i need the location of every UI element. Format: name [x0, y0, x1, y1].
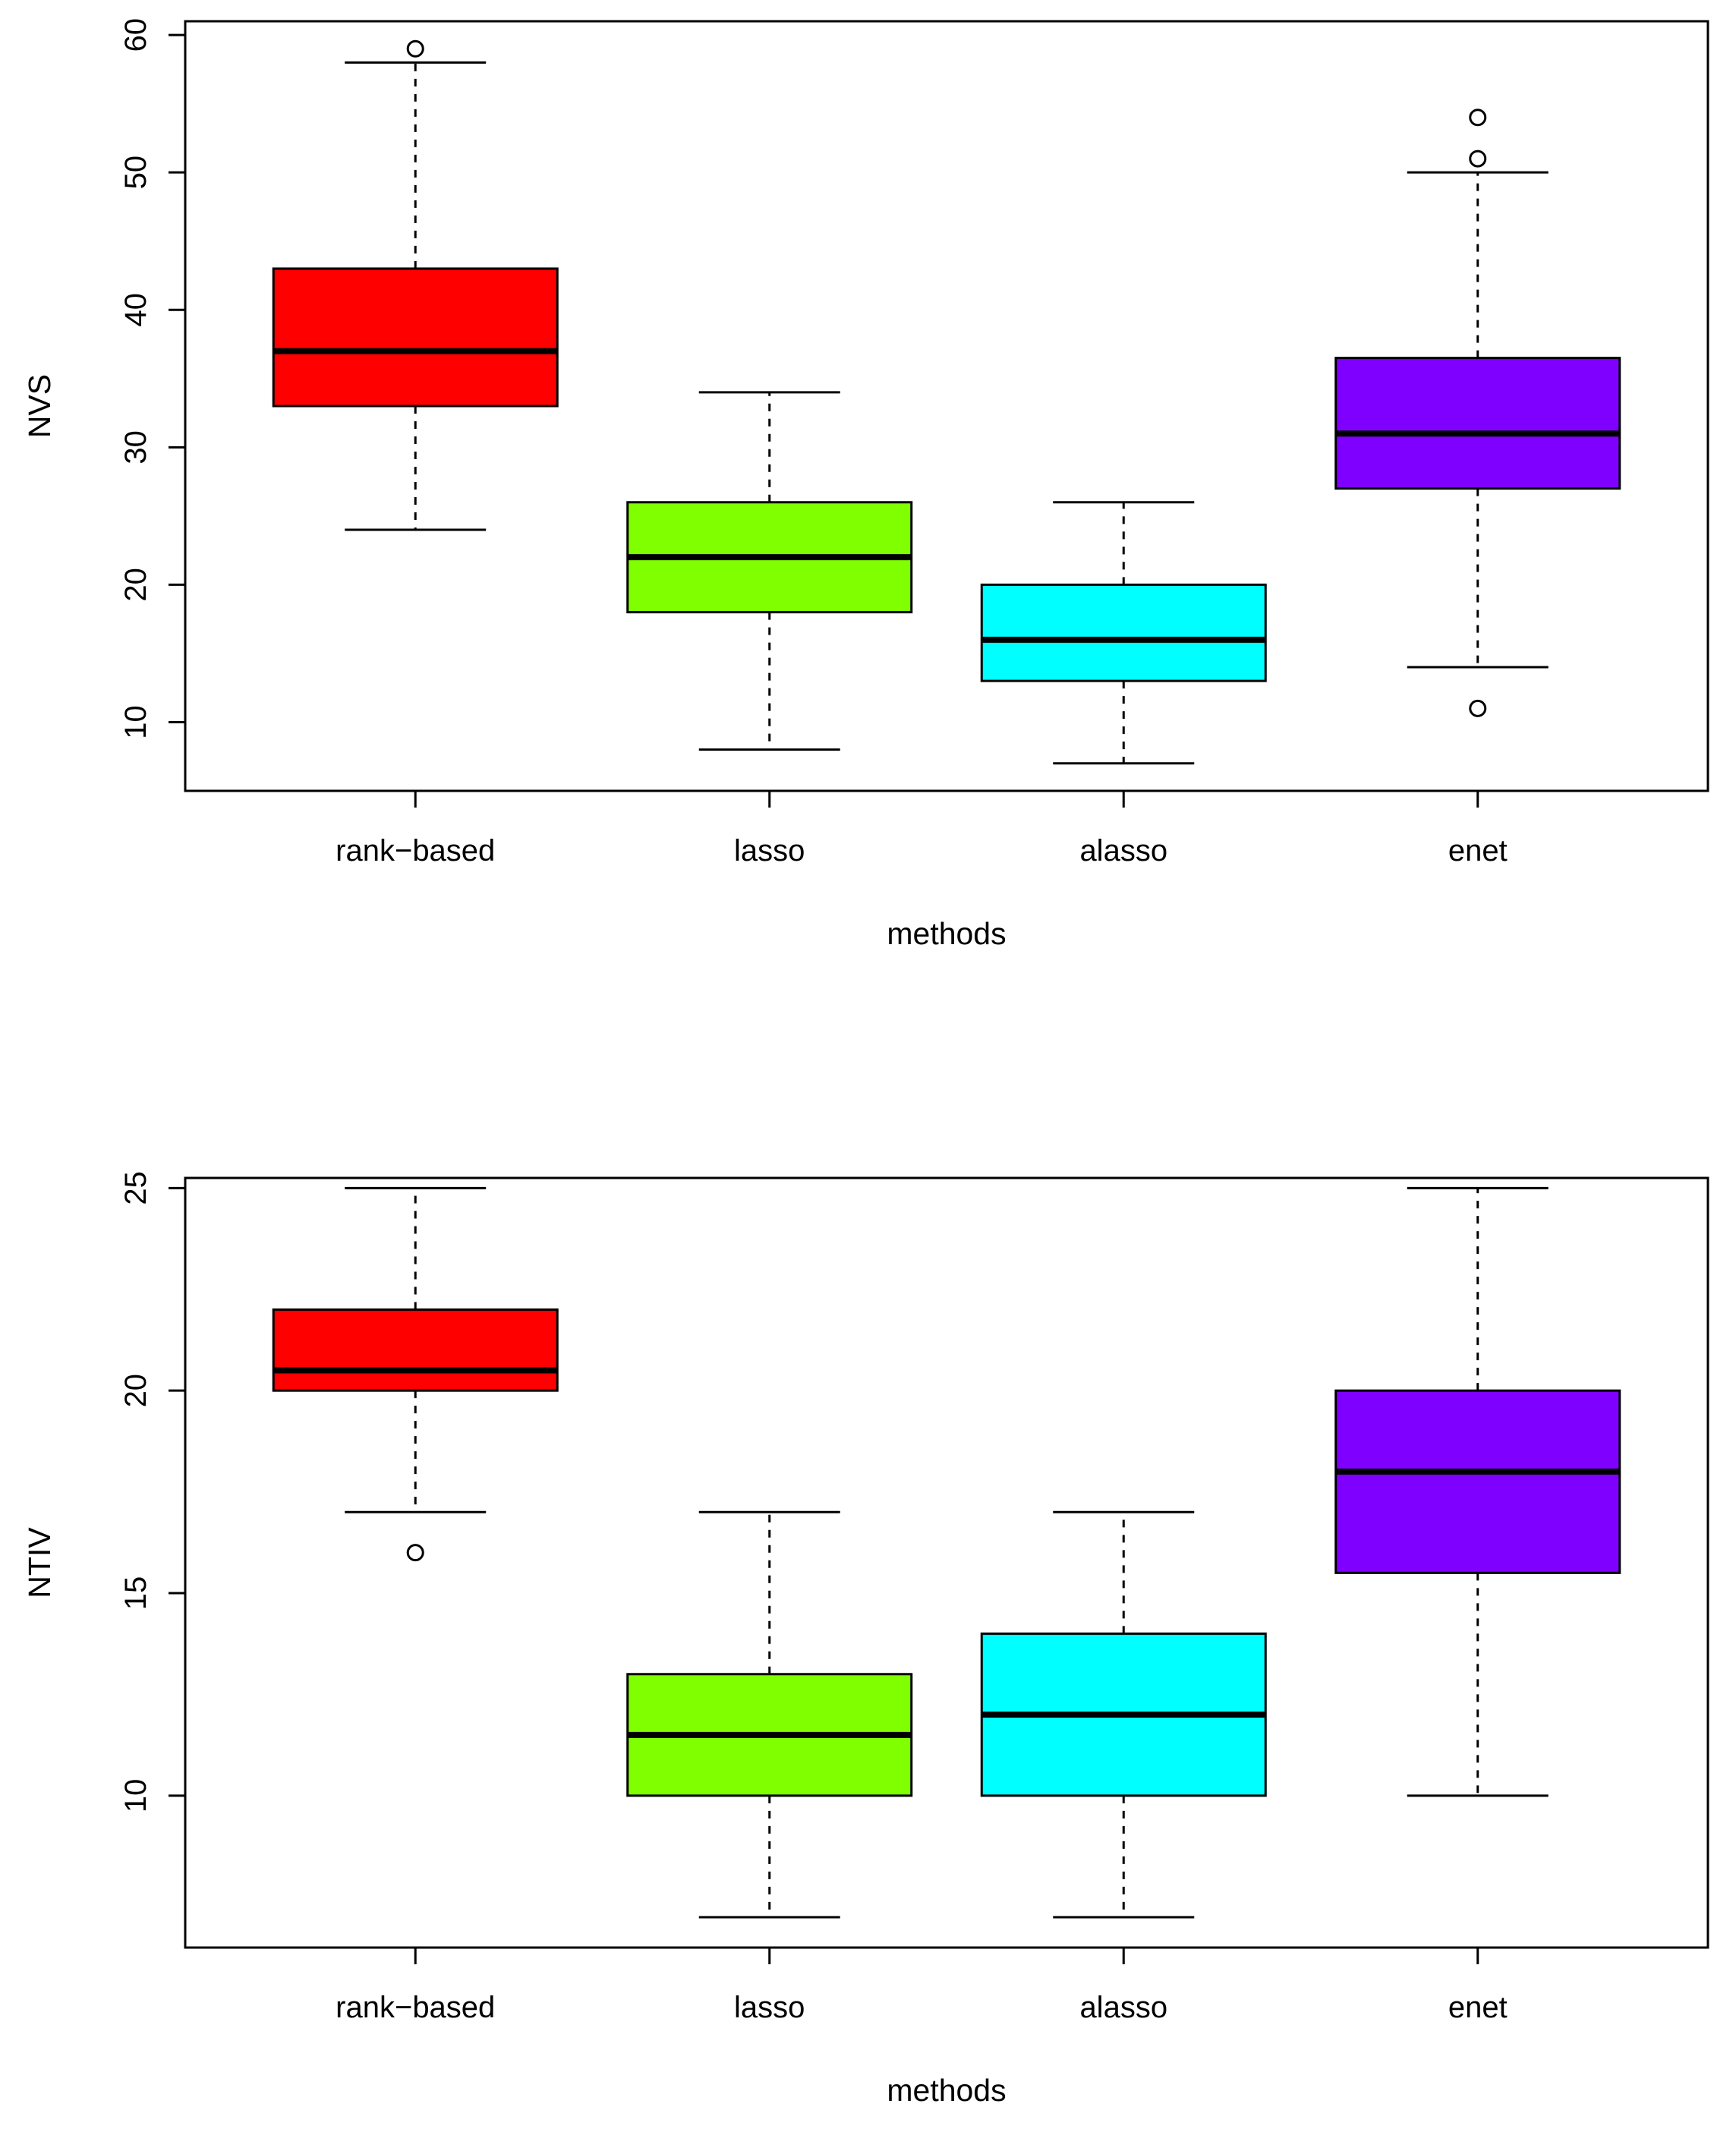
x-tick-label: enet: [1448, 834, 1508, 868]
box-alasso: [980, 1510, 1267, 1919]
x-tick-label: rank−based: [336, 834, 495, 868]
y-tick-label: 10: [119, 705, 153, 739]
x-tick-label: rank−based: [336, 1991, 495, 2024]
box-alasso: [980, 501, 1267, 765]
x-tick-label: lasso: [734, 1991, 805, 2024]
y-tick-label: 40: [119, 293, 153, 327]
box-rank-based: [272, 39, 559, 531]
y-tick-label: 15: [119, 1576, 153, 1611]
chart-panel-2: 10 15 20 25 NTIV rank−based lasso alasso enet met…: [22, 1171, 1709, 2108]
box-iqr: [272, 267, 559, 408]
outlier-point: [1469, 150, 1487, 168]
box-lasso: [626, 391, 913, 751]
x-axis-label: methods: [887, 2073, 1006, 2108]
y-tick-label: 25: [119, 1171, 153, 1205]
box-enet: [1334, 1186, 1621, 1797]
y-tick-label: 60: [119, 18, 153, 52]
y-axis-label: NVS: [22, 374, 57, 438]
y-axis-label: NTIV: [22, 1527, 57, 1598]
outlier-point: [406, 1544, 424, 1562]
y-tick-label: 10: [119, 1779, 153, 1813]
x-tick-label: alasso: [1079, 834, 1167, 868]
outlier-point: [406, 39, 424, 58]
outlier-point: [1469, 699, 1487, 717]
box-enet: [1334, 109, 1621, 717]
box-iqr: [272, 1308, 559, 1392]
x-tick-label: lasso: [734, 834, 805, 868]
x-tick-label: alasso: [1079, 1991, 1167, 2024]
y-tick-label: 30: [119, 430, 153, 465]
x-axis-label: methods: [887, 916, 1006, 951]
box-rank-based: [272, 1186, 559, 1562]
y-tick-label: 20: [119, 568, 153, 602]
plot-frame: [184, 1176, 1709, 1949]
x-tick-label: enet: [1448, 1991, 1508, 2024]
y-tick-label: 20: [119, 1374, 153, 1408]
box-iqr: [1334, 357, 1621, 490]
box-lasso: [626, 1510, 913, 1919]
box-iqr: [1334, 1389, 1621, 1574]
outlier-point: [1469, 109, 1487, 127]
y-tick-label: 50: [119, 156, 153, 190]
plot-frame: [184, 20, 1709, 792]
chart-panel-1: 10 20 30 40 50 60 NVS rank−based lasso alasso enet…: [22, 18, 1709, 951]
box-iqr: [980, 583, 1267, 682]
